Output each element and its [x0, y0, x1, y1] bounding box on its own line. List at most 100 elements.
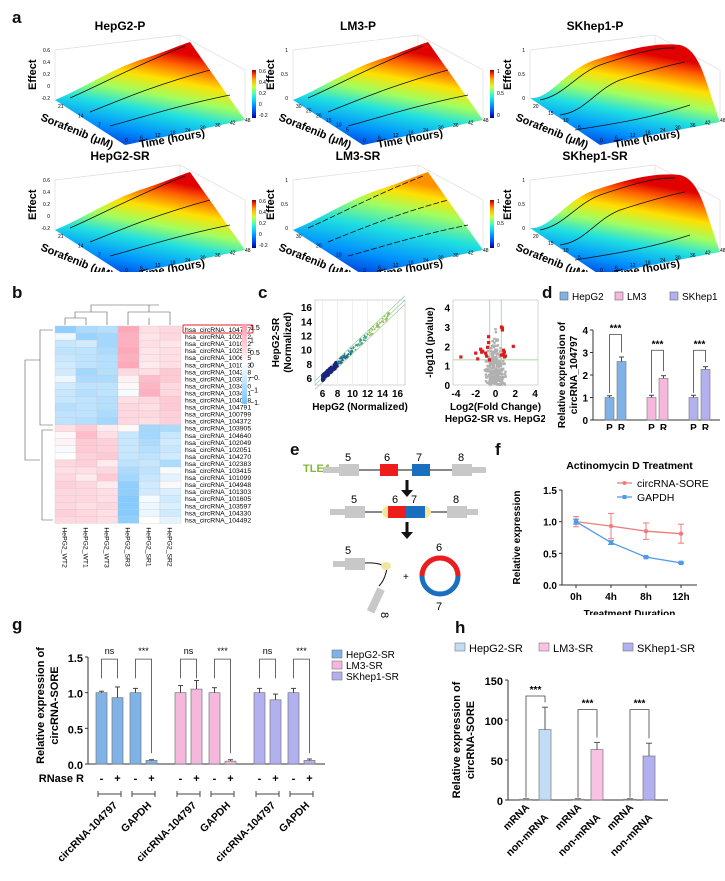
heatmap-row-label: hsa_circRNA_103421	[185, 390, 251, 397]
legend-label: HepG2-SR	[469, 643, 523, 655]
volcano-point	[489, 380, 492, 383]
volcano-point	[489, 382, 492, 386]
bar	[688, 397, 699, 421]
significance-label: ***	[217, 646, 228, 656]
scatter-point	[343, 353, 346, 355]
heatmap-cell	[96, 325, 119, 334]
group-label: GAPDH	[198, 800, 233, 835]
heatmap-cell	[96, 459, 119, 468]
heatmap-cell	[75, 438, 98, 447]
volcano-point	[502, 367, 505, 370]
heatmap-row-label: hsa_circRNA_102051	[185, 447, 251, 454]
y-axis-label: HepG2-SR	[271, 317, 282, 367]
heatmap-cell	[96, 466, 119, 475]
heatmap-cell	[54, 368, 77, 376]
heatmap-cell	[138, 480, 161, 489]
data-point	[643, 554, 649, 560]
heatmap-row-label: hsa_circRNA_103420	[185, 383, 251, 390]
heatmap-row-label: hsa_circRNA_103415	[185, 468, 251, 475]
volcano-point	[494, 376, 497, 380]
volcano-point	[498, 360, 502, 363]
scatter-point	[329, 366, 333, 370]
scatter-point	[368, 334, 371, 337]
heatmap-cell	[138, 466, 161, 475]
heatmap-cell	[138, 431, 161, 439]
volcano-point	[492, 350, 495, 354]
legend-label: SKhep1-SR	[637, 643, 695, 655]
volcano-point	[489, 360, 492, 363]
scatter-point	[337, 360, 340, 363]
heatmap-row-label: hsa_circRNA_102092	[185, 334, 251, 341]
x-tick: 48	[483, 248, 489, 254]
volcano-point	[500, 368, 503, 371]
group-bracket	[289, 791, 314, 797]
volcano-point	[501, 359, 505, 363]
heatmap-cell	[159, 361, 182, 369]
scatter-point	[347, 353, 350, 355]
scatter-point	[380, 320, 383, 323]
scatter-point	[378, 326, 380, 328]
heatmap-row-label: hsa_circRNA_103597	[185, 503, 251, 510]
x-tick: 42	[468, 251, 474, 257]
volcano-point	[490, 366, 493, 370]
volcano-point	[497, 365, 501, 368]
heatmap-cell	[54, 452, 77, 461]
heatmap-cell	[159, 403, 182, 411]
scatter-point	[387, 311, 390, 314]
volcano-point	[490, 344, 494, 348]
scatter-point	[321, 373, 324, 377]
bar	[95, 692, 108, 765]
rnase-sign: +	[114, 773, 120, 785]
heatmap-cell	[75, 354, 98, 362]
data-point	[573, 519, 579, 524]
x-tick: 6	[378, 136, 381, 142]
significance-label: ***	[582, 699, 594, 710]
significance-label: ***	[138, 646, 149, 656]
x-tick: 42	[705, 251, 711, 257]
contour-line	[539, 47, 676, 101]
heatmap-cell	[117, 403, 140, 411]
significance-label: ***	[652, 339, 664, 350]
y-tick: 7	[98, 123, 101, 129]
significance-label: ***	[694, 339, 706, 350]
volcano-point	[501, 377, 504, 381]
heatmap-cell	[117, 516, 140, 524]
legend-swatch	[669, 291, 679, 301]
heatmap-cell	[159, 487, 182, 496]
heatmap-row-label: hsa_circRNA_104791	[185, 405, 251, 412]
surface-title: SKhep1-P	[567, 19, 624, 33]
contour-line	[559, 61, 686, 116]
y-tick: 2	[444, 342, 450, 353]
volcano-point	[503, 383, 507, 386]
panel-label-g: g	[12, 615, 23, 634]
heatmap-cell	[138, 382, 161, 390]
heatmap-cell	[159, 325, 182, 334]
z-tick: 0	[285, 96, 288, 102]
y-tick: 15	[326, 118, 332, 124]
x-tick: 30	[200, 256, 206, 262]
significant-point	[476, 357, 480, 361]
heatmap-cell	[159, 396, 182, 404]
scatter-point	[376, 326, 379, 328]
x-tick: 18	[408, 131, 414, 137]
significance-bracket	[577, 709, 598, 798]
colorbar-tick: 1	[250, 338, 254, 345]
scatter-point	[360, 342, 363, 344]
colorbar-tick: 0.5	[497, 221, 504, 227]
heatmap-cell	[117, 396, 140, 404]
rnase-sign: +	[148, 773, 154, 785]
y-tick: 0.0	[543, 581, 557, 592]
z-tick: 0.6	[43, 48, 50, 54]
bar	[623, 798, 637, 801]
x-tick: P	[606, 423, 613, 430]
bar	[287, 692, 300, 765]
heatmap-row-label: hsa_circRNA_104268	[185, 369, 251, 376]
heatmap-cell	[159, 466, 182, 475]
surface-title: LM3-P	[340, 19, 376, 33]
x-tick: 6	[615, 136, 618, 142]
volcano-point	[497, 377, 500, 380]
heatmap-cell	[138, 325, 161, 334]
scatter-point	[362, 336, 365, 339]
significant-point	[474, 351, 478, 355]
